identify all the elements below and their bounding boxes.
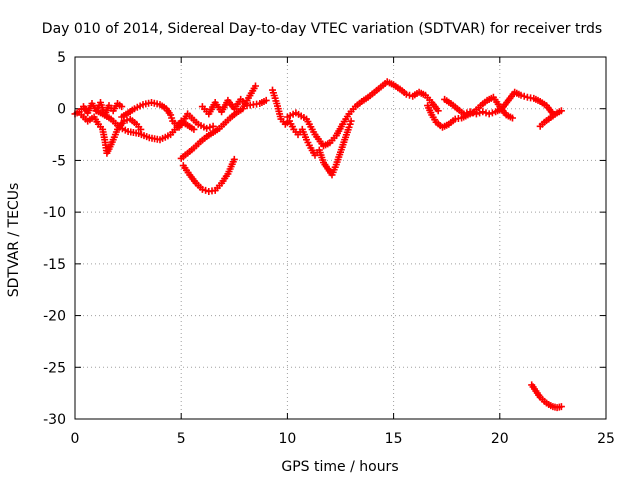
x-tick-label: 15 bbox=[385, 431, 403, 447]
data-point bbox=[488, 109, 496, 117]
data-point bbox=[466, 108, 474, 116]
x-axis-label: GPS time / hours bbox=[281, 459, 398, 475]
data-point bbox=[557, 107, 565, 115]
data-point bbox=[517, 91, 525, 99]
data-point bbox=[202, 186, 210, 194]
data-point bbox=[198, 185, 206, 193]
x-tick-label: 5 bbox=[177, 431, 186, 447]
x-tick-label: 25 bbox=[597, 431, 615, 447]
data-point bbox=[209, 122, 217, 130]
data-point bbox=[520, 92, 528, 100]
data-point bbox=[472, 110, 480, 118]
data-point bbox=[118, 103, 126, 111]
data-point bbox=[230, 155, 238, 163]
x-tick-label: 0 bbox=[71, 431, 80, 447]
data-point bbox=[509, 114, 516, 122]
data-point bbox=[476, 109, 484, 117]
y-tick-label: -30 bbox=[43, 412, 66, 428]
data-point bbox=[434, 107, 442, 115]
data-point bbox=[479, 108, 487, 116]
x-tick-label: 10 bbox=[278, 431, 296, 447]
data-point bbox=[262, 96, 270, 104]
y-tick-label: -10 bbox=[43, 205, 66, 221]
y-axis-label: SDTVAR / TECUs bbox=[6, 183, 22, 298]
data-point bbox=[557, 403, 565, 411]
data-point bbox=[485, 110, 493, 118]
y-tick-label: 5 bbox=[57, 50, 66, 66]
plot-frame bbox=[74, 56, 607, 420]
data-point bbox=[347, 117, 355, 125]
tick-labels: 0 5 10 15 20 25 5 0 -5 -10 -15 -20 -25 -30 bbox=[43, 50, 615, 447]
y-tick-label: -5 bbox=[52, 153, 66, 169]
data-point bbox=[252, 82, 259, 90]
data-point bbox=[402, 90, 410, 98]
x-tick-label: 20 bbox=[491, 431, 509, 447]
y-tick-label: -25 bbox=[43, 360, 66, 376]
y-tick-label: -20 bbox=[43, 309, 66, 325]
data-points bbox=[71, 78, 565, 412]
axis-ticks bbox=[74, 56, 607, 420]
data-point bbox=[206, 123, 214, 131]
data-point bbox=[190, 125, 198, 133]
data-point bbox=[463, 109, 471, 117]
y-tick-label: 0 bbox=[57, 102, 66, 118]
chart-title: Day 010 of 2014, Sidereal Day-to-day VTE… bbox=[42, 21, 602, 37]
data-point bbox=[482, 109, 490, 117]
data-point bbox=[203, 124, 211, 132]
y-tick-label: -15 bbox=[43, 257, 66, 273]
data-point bbox=[460, 110, 468, 118]
grid-lines bbox=[75, 57, 606, 419]
